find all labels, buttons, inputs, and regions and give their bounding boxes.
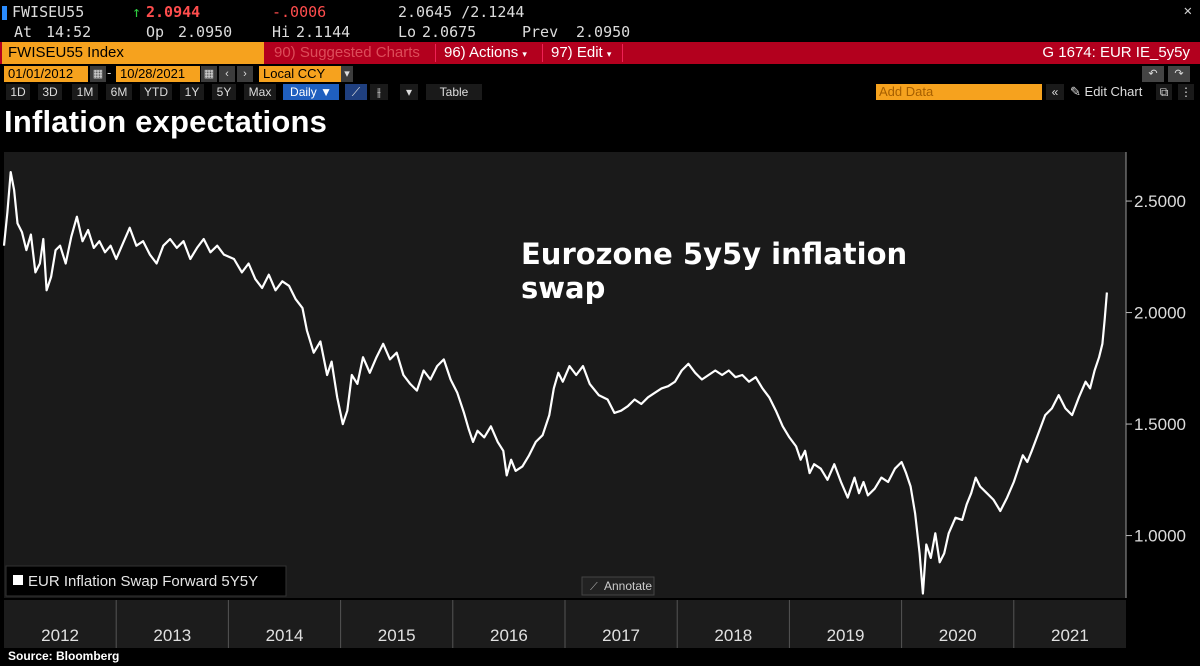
legend-swatch — [13, 575, 23, 585]
bid-ask: 2.0645 /2.1244 — [398, 3, 525, 21]
x-tick-label: 2015 — [378, 626, 416, 645]
range-1d-button[interactable]: 1D — [6, 84, 30, 100]
ticker-symbol[interactable]: FWISEU55 — [12, 3, 85, 21]
calendar-icon[interactable]: ▦ — [201, 66, 217, 82]
x-tick-label: 2013 — [153, 626, 191, 645]
up-arrow-icon: ↑ — [132, 3, 142, 21]
table-button[interactable]: Table — [426, 84, 482, 100]
calendar-icon[interactable]: ▦ — [90, 66, 106, 82]
end-date-field[interactable]: 10/28/2021 — [116, 66, 200, 82]
range-ytd-button[interactable]: YTD — [140, 84, 172, 100]
menu-divider — [622, 44, 623, 62]
menu-bar: FWISEU55 Index 90) Suggested Charts 96) … — [0, 42, 1200, 64]
chevron-left-icon[interactable]: ‹ — [219, 66, 235, 82]
legend-box — [5, 565, 287, 597]
actions-label: 96) Actions — [444, 44, 519, 61]
range-max-button[interactable]: Max — [244, 84, 276, 100]
source-note: Source: Bloomberg — [8, 649, 120, 663]
caret-down-icon: ▾ — [606, 49, 612, 59]
chevron-right-icon[interactable]: › — [237, 66, 253, 82]
range-6m-button[interactable]: 6M — [106, 84, 132, 100]
date-range-row: 01/01/2012 ▦ - 10/28/2021 ▦ ‹ › Local CC… — [0, 65, 1200, 83]
open-value: 2.0950 — [178, 23, 233, 41]
line-chart[interactable]: 2.5000 2.0000 1.5000 1.0000 2012 2013 2014 2015… — [0, 148, 1200, 654]
pencil-icon: ✎ — [1070, 84, 1081, 99]
close-icon[interactable]: ✕ — [1183, 3, 1192, 19]
x-tick-label: 2020 — [939, 626, 977, 645]
quote-row-stats: At 14:52 Op 2.0950 Hi 2.1144 Lo 2.0675 P… — [0, 22, 1200, 42]
range-3d-button[interactable]: 3D — [38, 84, 62, 100]
range-1y-button[interactable]: 1Y — [180, 84, 204, 100]
x-tick-label: 2014 — [266, 626, 304, 645]
chart-annotation-title: swap — [521, 271, 605, 305]
menu-divider — [542, 44, 543, 62]
edit-chart-button[interactable]: ✎ Edit Chart — [1070, 84, 1142, 100]
caret-down-icon: ▼ — [320, 85, 332, 99]
chart-area: 2.5000 2.0000 1.5000 1.0000 2012 2013 2014 2015… — [0, 148, 1200, 654]
prev-label: Prev — [522, 23, 559, 41]
edit-settings-icon[interactable]: ⧉ — [1156, 84, 1172, 100]
pencil-icon: ⟋ — [590, 580, 598, 593]
currency-field[interactable]: Local CCY — [259, 66, 341, 82]
high-label: Hi — [272, 23, 291, 41]
time-value: 14:52 — [46, 23, 92, 41]
more-options-icon[interactable]: ⋮ — [1178, 84, 1194, 100]
menu-divider — [435, 44, 436, 62]
x-tick-label: 2016 — [490, 626, 528, 645]
edit-menu[interactable]: 97) Edit ▾ — [545, 42, 617, 64]
caret-down-icon: ▾ — [522, 49, 527, 59]
edit-label: 97) Edit — [551, 44, 603, 61]
x-tick-label: 2012 — [41, 626, 79, 645]
page-title: Inflation expectations — [4, 104, 328, 139]
undo-icon[interactable]: ↶ — [1142, 66, 1164, 82]
x-tick-label: 2017 — [602, 626, 640, 645]
start-date-field[interactable]: 01/01/2012 — [4, 66, 88, 82]
frequency-dropdown[interactable]: Daily ▼ — [283, 84, 339, 100]
dropdown-caret-icon[interactable]: ▾ — [341, 66, 353, 82]
x-tick-label: 2021 — [1051, 626, 1089, 645]
time-label: At — [14, 23, 33, 41]
range-1m-button[interactable]: 1M — [72, 84, 98, 100]
chart-id-label: G 1674: EUR IE_5y5y — [1042, 44, 1190, 61]
collapse-left-icon[interactable]: « — [1046, 84, 1064, 100]
edit-chart-label: Edit Chart — [1084, 84, 1143, 99]
ticker-marker — [2, 6, 7, 20]
y-tick-label: 1.5000 — [1134, 415, 1186, 434]
low-label: Lo — [398, 23, 417, 41]
y-tick-label: 1.0000 — [1134, 527, 1186, 546]
high-value: 2.1144 — [296, 23, 351, 41]
actions-menu[interactable]: 96) Actions ▾ — [438, 42, 533, 64]
annotate-button[interactable] — [581, 576, 655, 596]
prev-value: 2.0950 — [576, 23, 631, 41]
y-tick-label: 2.5000 — [1134, 192, 1186, 211]
chart-annotation-title: Eurozone 5y5y inflation — [521, 237, 907, 271]
y-tick-label: 2.0000 — [1134, 304, 1186, 323]
range-5y-button[interactable]: 5Y — [212, 84, 236, 100]
security-field[interactable]: FWISEU55 Index — [2, 42, 264, 64]
redo-icon[interactable]: ↷ — [1168, 66, 1190, 82]
date-separator: - — [107, 65, 112, 80]
low-value: 2.0675 — [422, 23, 477, 41]
chart-type-dropdown-icon[interactable]: ▾ — [400, 84, 418, 100]
price-change: -.0006 — [272, 3, 327, 21]
open-label: Op — [146, 23, 165, 41]
bar-chart-icon[interactable]: ⫲ — [370, 84, 388, 100]
last-price: 2.0944 — [146, 3, 201, 21]
annotate-label: Annotate — [604, 579, 652, 593]
chart-toolbar: 1D 3D 1M 6M YTD 1Y 5Y Max Daily ▼ ⟋ ⫲ ▾ … — [0, 83, 1200, 101]
frequency-label: Daily — [290, 85, 317, 99]
series-line[interactable] — [2, 171, 1108, 595]
add-data-input[interactable]: Add Data — [876, 84, 1042, 100]
suggested-charts-menu[interactable]: 90) Suggested Charts — [274, 44, 420, 61]
line-chart-icon[interactable]: ⟋ — [345, 84, 367, 100]
x-tick-label: 2019 — [827, 626, 865, 645]
x-tick-label: 2018 — [714, 626, 752, 645]
quote-row-primary: FWISEU55 ↑ 2.0944 -.0006 2.0645 /2.1244 … — [0, 2, 1200, 22]
legend-label: EUR Inflation Swap Forward 5Y5Y — [28, 573, 258, 590]
